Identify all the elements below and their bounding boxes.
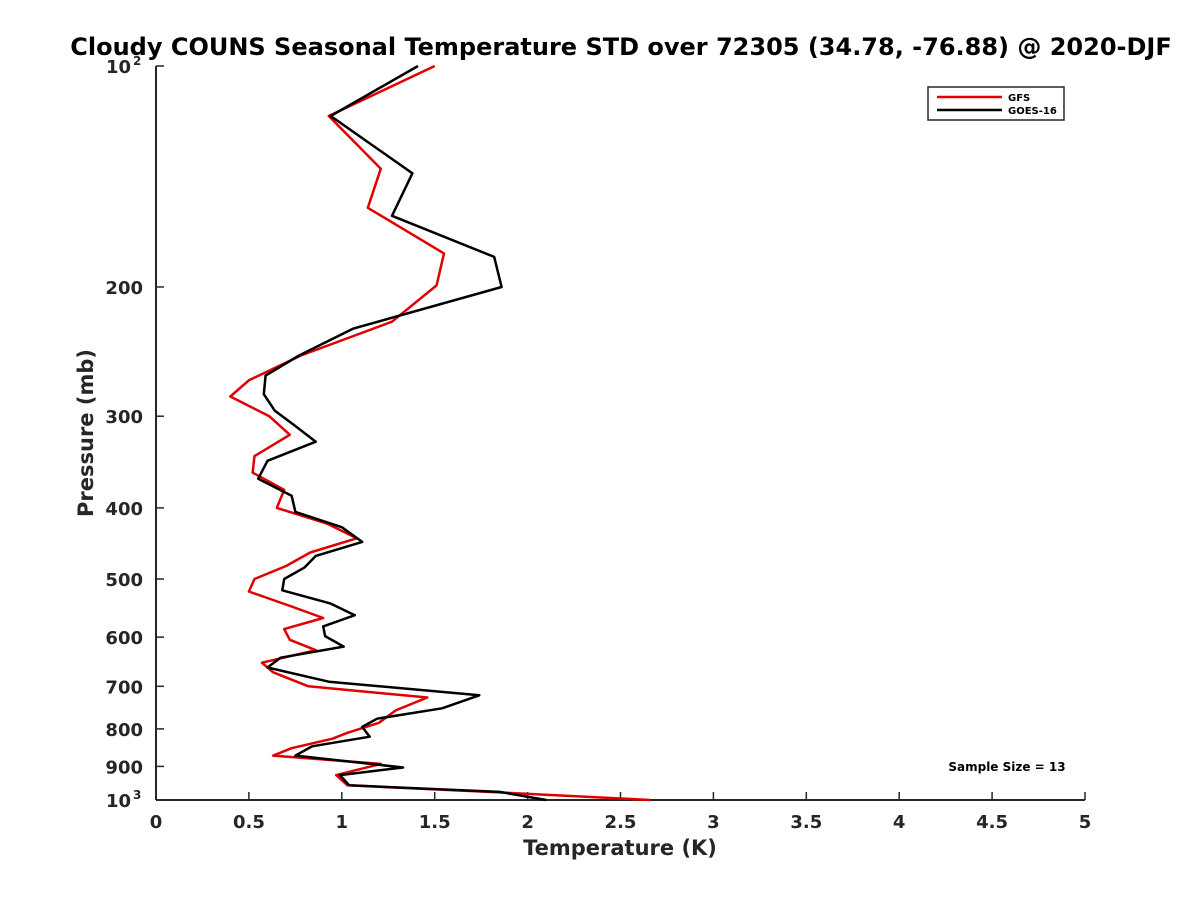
- y-tick-exponent: 3: [133, 788, 141, 802]
- legend-box: [927, 86, 1065, 121]
- y-tick-label: 900: [105, 757, 143, 778]
- x-tick-label: 0.5: [233, 812, 265, 833]
- x-tick-label: 5: [1079, 812, 1092, 833]
- sample-size-annotation: Sample Size = 13: [948, 760, 1065, 774]
- y-tick-label: 200: [105, 278, 143, 299]
- x-tick-label: 2.5: [605, 812, 637, 833]
- chart-title: Cloudy COUNS Seasonal Temperature STD ov…: [70, 33, 1172, 61]
- y-axis-label: Pressure (mb): [74, 349, 98, 517]
- x-tick-label: 1.5: [419, 812, 451, 833]
- x-axis-ticks: 0 0.5 1 1.5 2 2.5 3 3.5 4 4.5 5: [150, 792, 1092, 833]
- legend: GFS GOES-16: [927, 86, 1065, 121]
- x-tick-label: 2: [521, 812, 534, 833]
- y-tick-label: 800: [105, 720, 143, 741]
- x-tick-label: 0: [150, 812, 163, 833]
- y-tick-exponent: 2: [133, 54, 141, 68]
- x-tick-label: 3.5: [790, 812, 822, 833]
- x-tick-label: 4: [893, 812, 906, 833]
- y-tick-label: 10: [106, 791, 131, 812]
- series-line-goes-16: [256, 64, 547, 802]
- y-tick-label: 300: [105, 407, 143, 428]
- y-tick-label: 500: [105, 570, 143, 591]
- y-tick-label: 400: [105, 499, 143, 520]
- x-tick-label: 4.5: [976, 812, 1008, 833]
- x-tick-label: 3: [707, 812, 720, 833]
- y-tick-label: 10: [106, 57, 131, 78]
- legend-label-gfs: GFS: [1008, 93, 1030, 104]
- y-tick-label: 600: [105, 628, 143, 649]
- legend-label-goes-16: GOES-16: [1008, 106, 1057, 117]
- series-group: [229, 64, 651, 802]
- series-line-gfs: [229, 64, 651, 802]
- x-tick-label: 1: [336, 812, 349, 833]
- x-axis-label: Temperature (K): [523, 836, 717, 860]
- y-tick-label: 700: [105, 677, 143, 698]
